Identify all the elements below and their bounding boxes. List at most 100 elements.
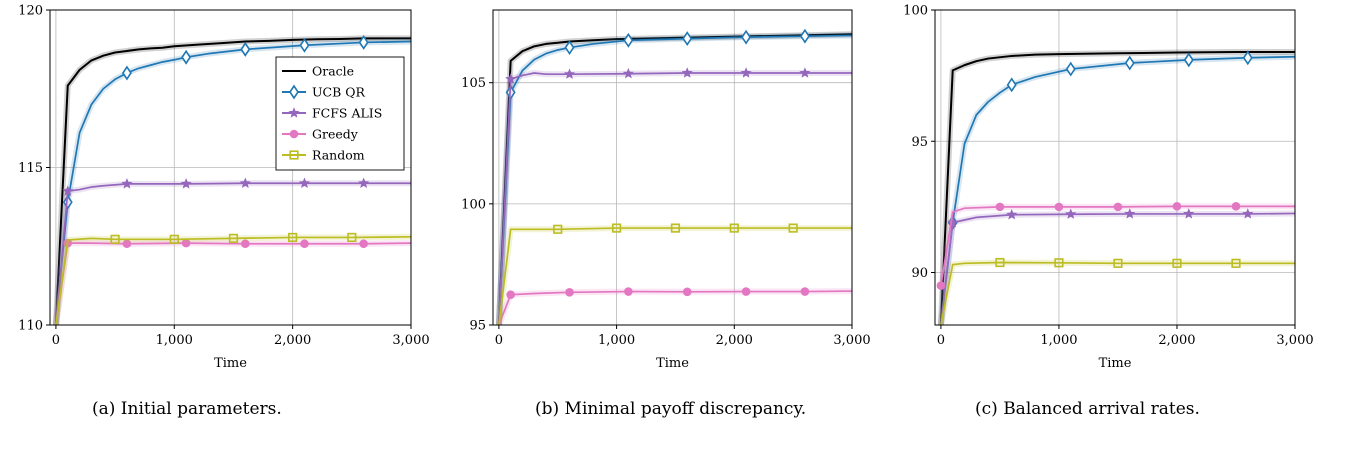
legend-label-random: Random [312, 148, 365, 163]
data-point-fcfs-alis [1065, 208, 1077, 219]
data-point-ucb-qr [1006, 77, 1017, 93]
data-point-ucb-qr [1065, 61, 1076, 77]
y-tick-label: 115 [18, 161, 43, 176]
data-point-random [1172, 258, 1182, 268]
data-point-fcfs-alis [947, 216, 959, 228]
series-band-random [52, 233, 411, 325]
x-axis-label: Time [214, 356, 247, 371]
data-point-random [553, 224, 563, 234]
data-point-fcfs-alis [799, 67, 811, 78]
axes-frame [934, 9, 1296, 326]
data-point-greedy [565, 287, 574, 297]
x-tick-label: 3,000 [1276, 333, 1313, 348]
legend-marker-greedy [289, 129, 299, 139]
data-point-fcfs-alis [358, 177, 370, 188]
data-point-ucb-qr [1242, 50, 1253, 66]
x-tick-label: 0 [937, 333, 945, 348]
series-line-random [498, 227, 852, 325]
legend-label-oracle: Oracle [312, 64, 354, 79]
data-point-fcfs-alis [563, 68, 576, 79]
data-point-random [788, 223, 798, 233]
data-point-greedy [240, 239, 250, 249]
y-tick-label: 120 [18, 4, 43, 19]
data-point-greedy [1054, 202, 1064, 212]
data-point-fcfs-alis [1183, 208, 1195, 219]
data-point-ucb-qr [240, 41, 251, 57]
data-point-random [1231, 258, 1241, 268]
legend: Oracle UCB QR FCFS ALIS Greedy Random [275, 56, 405, 171]
x-tick-label: 3,000 [392, 333, 429, 348]
data-point-fcfs-alis [1124, 208, 1136, 219]
series-band-fcfs-alis [52, 180, 411, 325]
data-point-random [228, 233, 239, 243]
data-point-fcfs-alis [681, 67, 693, 78]
x-tick-label: 0 [495, 333, 503, 348]
data-point-greedy [1231, 202, 1241, 211]
series-line-ucb-qr [498, 34, 852, 325]
data-point-greedy [936, 281, 946, 290]
y-tick-label: 105 [461, 76, 486, 91]
series-line-fcfs-alis [55, 182, 411, 325]
data-point-random [347, 232, 357, 243]
y-tick-label: 100 [461, 197, 486, 212]
series-group [495, 28, 852, 325]
x-tick-label: 1,000 [1040, 333, 1077, 348]
x-tick-label: 0 [52, 333, 60, 348]
data-point-fcfs-alis [1242, 208, 1254, 219]
data-point-greedy [300, 239, 309, 249]
legend-marker-random [289, 150, 299, 160]
data-point-fcfs-alis [62, 185, 74, 196]
data-point-greedy [741, 287, 751, 296]
data-point-ucb-qr [623, 32, 634, 48]
data-point-ucb-qr [799, 28, 810, 44]
axes-frame [492, 9, 853, 326]
series-line-fcfs-alis [940, 212, 1295, 325]
data-point-greedy [995, 202, 1005, 212]
data-point-fcfs-alis [1006, 208, 1018, 220]
subfigure-caption: (a) Initial parameters. [92, 399, 282, 419]
series-line-greedy [55, 242, 411, 325]
data-point-ucb-qr [1183, 52, 1194, 68]
data-point-random [729, 223, 739, 233]
y-tick-label: 100 [903, 4, 928, 19]
series-line-oracle [54, 37, 411, 325]
data-point-fcfs-alis [239, 177, 251, 188]
series-band-ucb-qr [495, 32, 852, 325]
data-point-random [110, 234, 120, 244]
x-tick-label: 1,000 [598, 333, 635, 348]
data-point-ucb-qr [1124, 55, 1135, 71]
data-point-greedy [1113, 202, 1123, 212]
data-point-random [1054, 258, 1064, 268]
data-point-ucb-qr [121, 65, 132, 81]
series-band-random [937, 259, 1295, 325]
data-point-ucb-qr [358, 35, 369, 50]
legend-marker-fcfs-alis [288, 107, 300, 118]
data-point-greedy [682, 287, 692, 297]
x-tick-label: 2,000 [716, 333, 753, 348]
x-axis-label: Time [656, 356, 689, 371]
data-point-fcfs-alis [298, 177, 310, 188]
x-tick-label: 3,000 [833, 333, 870, 348]
data-point-ucb-qr [682, 31, 693, 47]
data-point-fcfs-alis [505, 73, 517, 84]
chart-panel-2: 0 1,000 2,000 3,000 95 100 105 Time (b) Minimal … [461, 9, 871, 419]
data-point-fcfs-alis [622, 67, 634, 79]
series-line-fcfs-alis [498, 72, 852, 325]
legend-label-greedy: Greedy [312, 127, 359, 142]
data-point-fcfs-alis [121, 178, 133, 189]
data-point-greedy [506, 290, 515, 300]
series-group [936, 49, 1295, 325]
data-point-random [1113, 258, 1123, 268]
series-band-oracle [937, 49, 1295, 325]
data-point-ucb-qr [181, 49, 192, 65]
x-tick-label: 2,000 [274, 333, 311, 348]
data-point-random [995, 257, 1005, 268]
series-band-fcfs-alis [937, 210, 1295, 325]
series-line-greedy [498, 290, 852, 325]
legend-marker-ucb-qr [289, 84, 299, 100]
data-point-ucb-qr [741, 29, 752, 45]
data-point-greedy [359, 239, 368, 249]
series-line-random [940, 261, 1295, 325]
chart-panel-3: 0 1,000 2,000 3,000 90 95 100 Time (c) Balanced … [903, 4, 1313, 420]
